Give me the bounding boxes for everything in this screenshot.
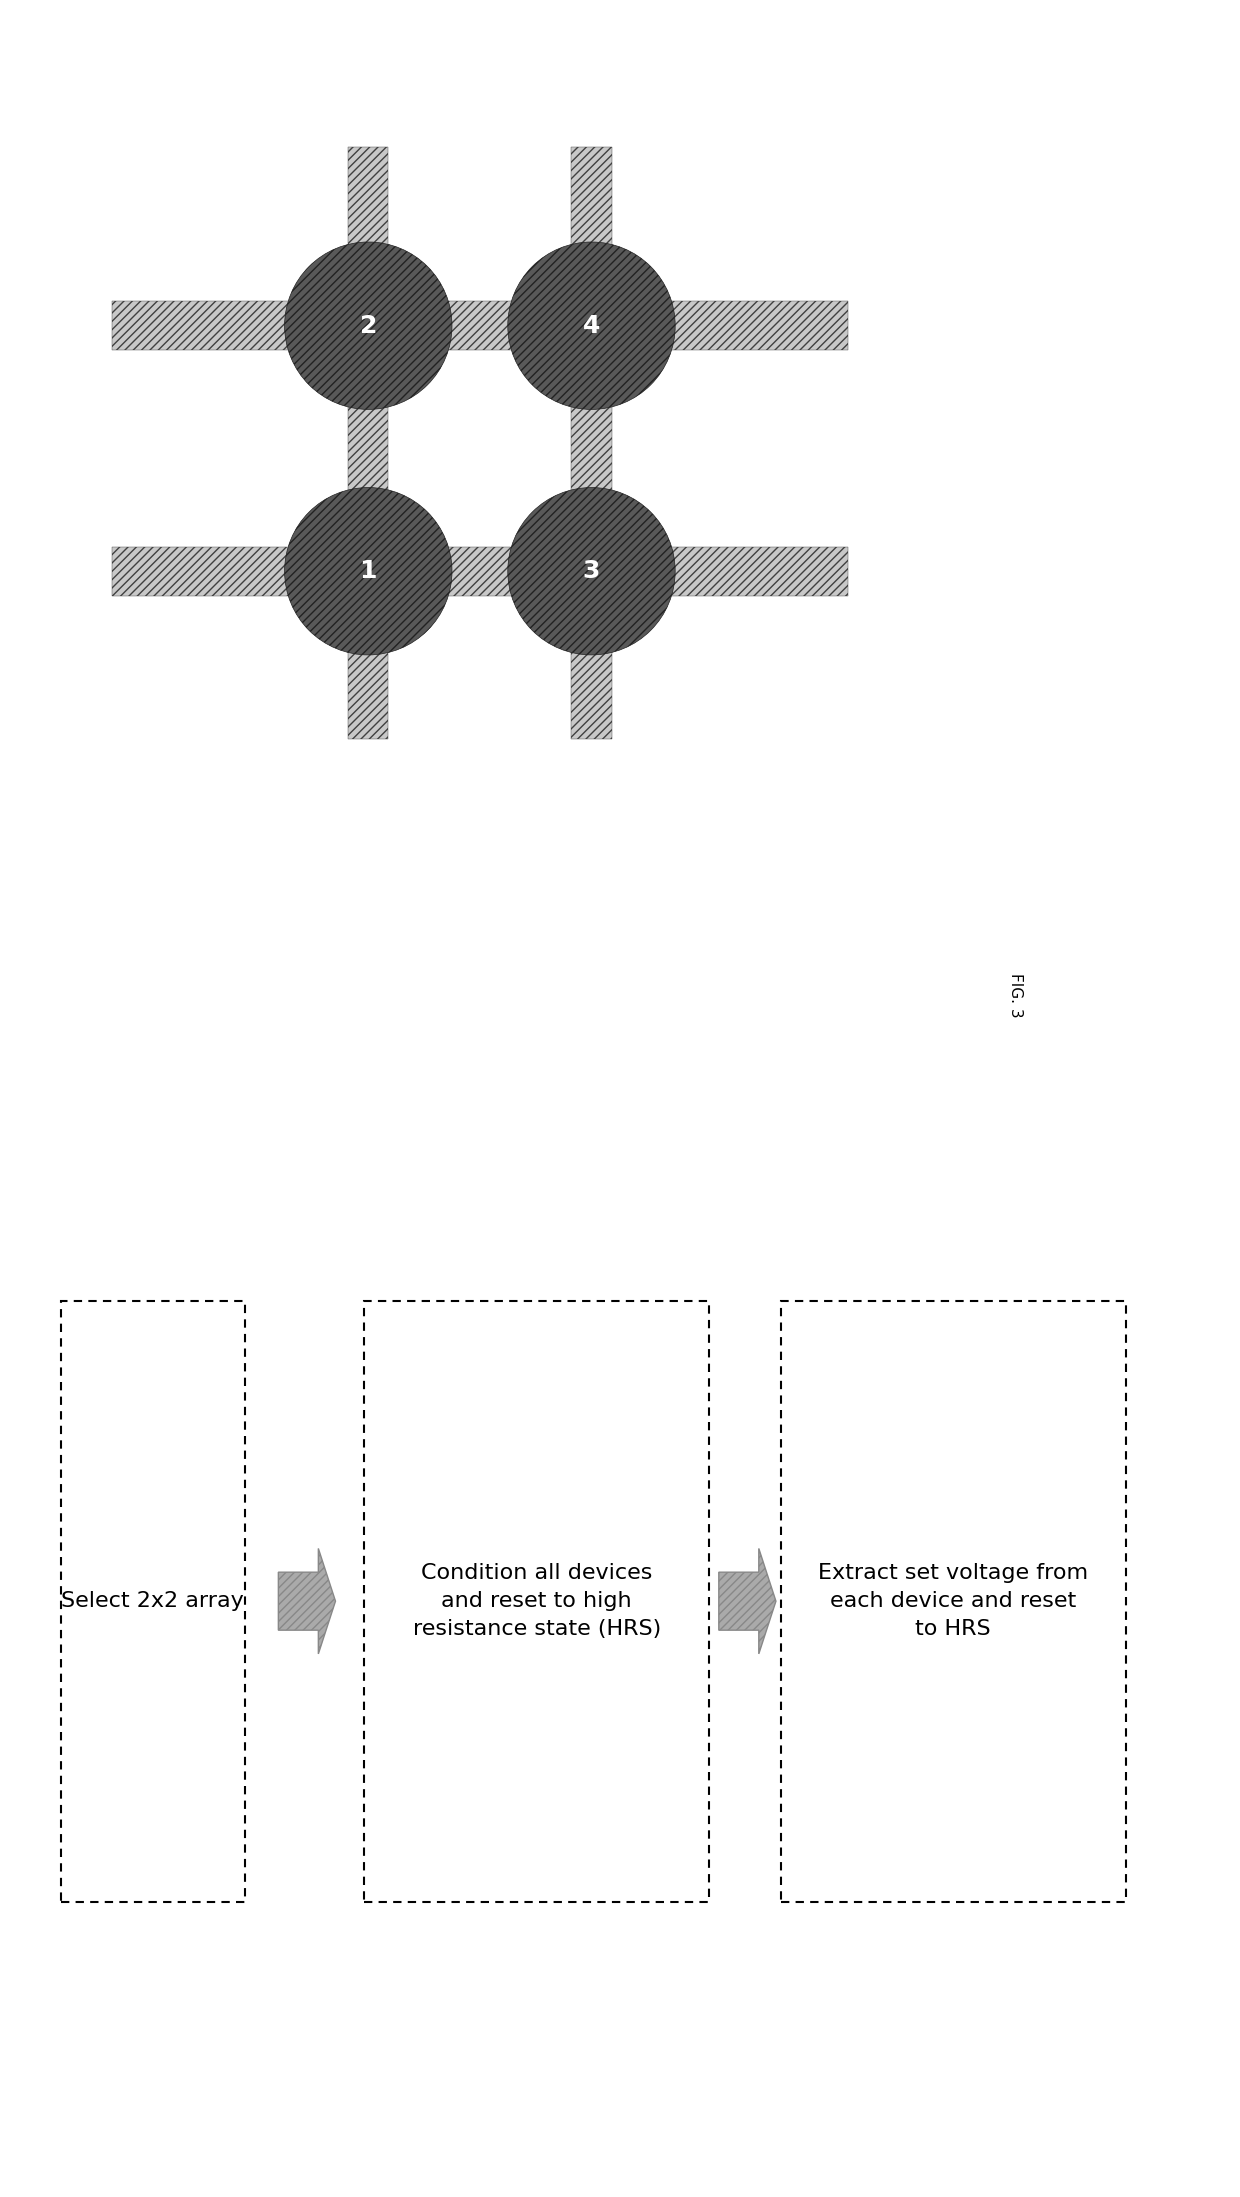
Text: Condition all devices
and reset to high
resistance state (HRS): Condition all devices and reset to high … [413, 1564, 661, 1639]
Text: 3: 3 [583, 560, 600, 582]
Circle shape [508, 488, 676, 655]
Polygon shape [278, 1549, 336, 1654]
Text: 2: 2 [360, 314, 377, 338]
Polygon shape [719, 1549, 776, 1654]
FancyBboxPatch shape [781, 1301, 1126, 1903]
FancyBboxPatch shape [365, 1301, 709, 1903]
Circle shape [285, 242, 451, 409]
Text: FIG. 3: FIG. 3 [1008, 973, 1023, 1017]
Circle shape [508, 242, 676, 409]
Text: 1: 1 [360, 560, 377, 582]
FancyBboxPatch shape [61, 1301, 246, 1903]
Circle shape [285, 488, 451, 655]
Text: 4: 4 [583, 314, 600, 338]
Text: Select 2x2 array: Select 2x2 array [62, 1591, 244, 1610]
Text: Extract set voltage from
each device and reset
to HRS: Extract set voltage from each device and… [818, 1564, 1089, 1639]
